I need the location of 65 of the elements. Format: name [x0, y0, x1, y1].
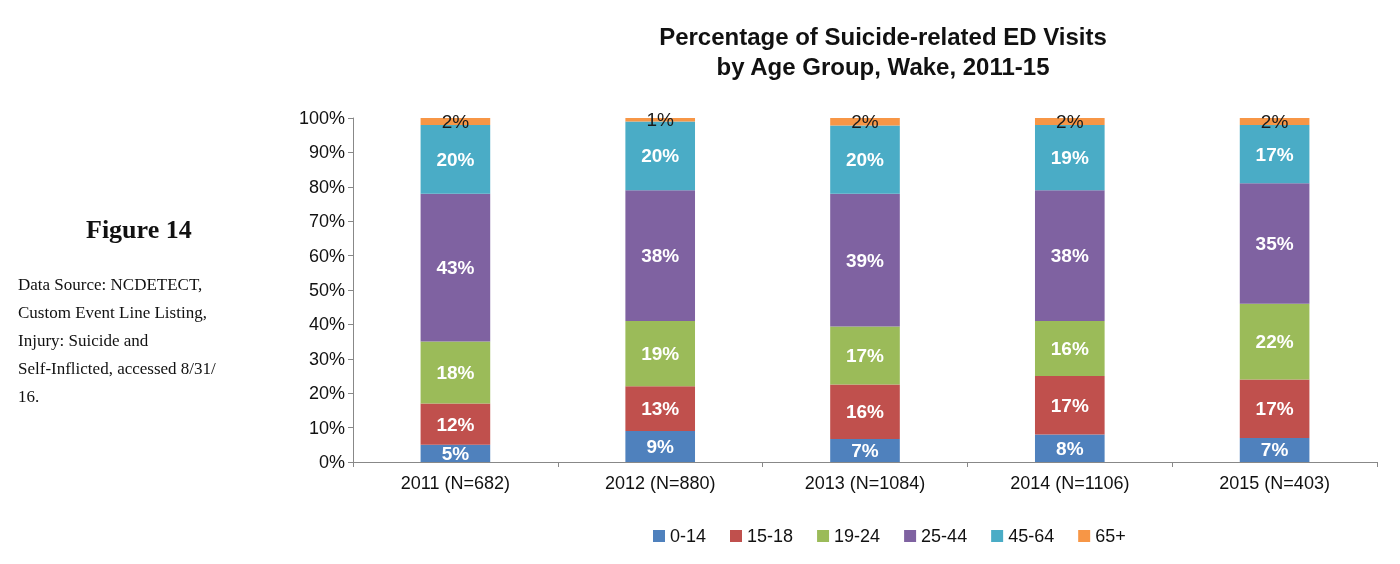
bar: [1239, 379, 1310, 438]
bar: [830, 384, 900, 439]
legend-label: 45-64: [1008, 526, 1055, 546]
y-tick-label: 10%: [308, 417, 345, 438]
data-label: 39%: [845, 249, 885, 271]
data-label: 20%: [641, 145, 680, 167]
bar: [625, 386, 696, 432]
y-tick-label: 30%: [308, 348, 345, 369]
data-label: 5%: [441, 442, 470, 464]
data-label: 17%: [845, 345, 885, 367]
legend-label: 0-14: [670, 526, 707, 546]
bar: [1034, 376, 1105, 435]
x-tick-label: 2011 (N=682): [400, 473, 511, 493]
data-label: 17%: [1255, 143, 1294, 165]
y-tick-label: 60%: [308, 245, 345, 266]
data-label: 17%: [1050, 394, 1089, 416]
legend-label: 19-24: [834, 526, 881, 546]
chart-title: Percentage of Suicide-related ED Visits by Age Group, Wake, 2011-15: [659, 22, 1107, 80]
data-label: 8%: [1056, 437, 1084, 459]
bar: [625, 320, 696, 387]
bar: [1034, 320, 1105, 376]
data-label: 7%: [851, 439, 879, 461]
y-tick-label: 20%: [308, 383, 345, 404]
data-label: 13%: [641, 398, 680, 420]
x-tick-label: 2015 (N=403): [1219, 473, 1330, 493]
data-label: 20%: [436, 148, 475, 170]
data-label: 12%: [436, 413, 475, 435]
data-label: 19%: [1050, 147, 1089, 169]
x-tick-label: 2012 (N=880): [604, 473, 716, 493]
data-label: 38%: [1050, 245, 1089, 267]
data-label: 16%: [845, 401, 885, 423]
bar: [830, 193, 900, 327]
legend-label: 25-44: [921, 526, 968, 546]
data-label: 43%: [436, 257, 475, 279]
data-label: 38%: [641, 245, 680, 267]
y-tick-label: 40%: [308, 314, 345, 335]
legend-label: 15-18: [747, 526, 794, 546]
data-label: 18%: [436, 362, 475, 384]
bar: [1034, 190, 1105, 321]
data-label: 1%: [646, 109, 675, 131]
bar: [1239, 183, 1310, 304]
bar: [1239, 303, 1310, 380]
data-label: 7%: [1260, 439, 1289, 461]
source-note: Data Source: NCDETECT, Custom Event Line Listing, Injury: Suicide and Self-Inflicted, accessed 8/31/16.: [18, 274, 217, 406]
data-label: 19%: [641, 343, 680, 365]
data-label: 9%: [646, 436, 675, 458]
bar: [420, 341, 491, 404]
data-label: 22%: [1255, 331, 1294, 353]
y-tick-label: 70%: [308, 211, 345, 232]
y-tick-label: 50%: [308, 280, 345, 300]
bar: [625, 190, 696, 321]
y-tick-label: 80%: [308, 176, 345, 197]
data-label: 35%: [1255, 233, 1294, 255]
x-tick-label: 2014 (N=1106): [1010, 473, 1130, 493]
data-label: 16%: [1050, 337, 1089, 359]
bar: [830, 326, 900, 385]
caption: Figure 14: [86, 214, 192, 244]
y-tick-label: 100%: [298, 108, 345, 128]
bar: [420, 193, 491, 342]
data-label: 20%: [845, 149, 885, 171]
legend-label: 65+: [1095, 526, 1126, 546]
y-tick-label: 0%: [318, 452, 345, 472]
x-tick-label: 2013 (N=1084): [804, 473, 926, 493]
y-tick-label: 90%: [308, 142, 345, 163]
data-label: 17%: [1255, 398, 1294, 420]
